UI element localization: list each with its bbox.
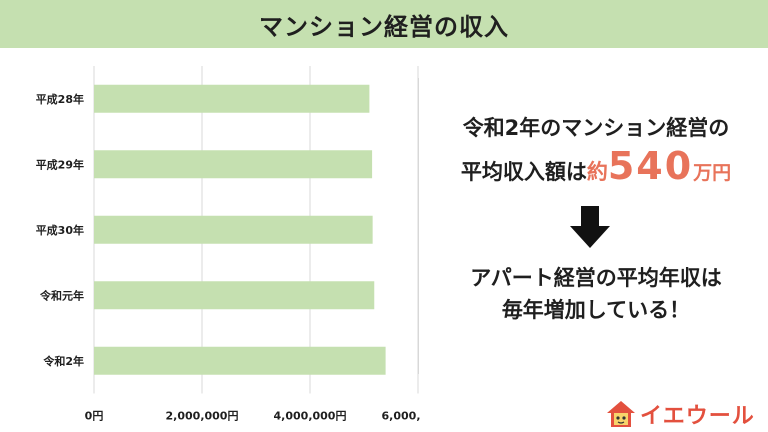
x-tick-label: 0円 <box>85 410 104 423</box>
logo-text: イエウール <box>640 404 755 429</box>
category-label: 平成30年 <box>36 223 84 237</box>
bar <box>94 281 375 310</box>
house-icon <box>607 401 635 427</box>
down-arrow-icon <box>570 206 610 248</box>
bar <box>94 150 373 179</box>
brand-logo: イエウール <box>606 398 755 430</box>
x-tick-label: 6,000,000円 <box>382 410 420 423</box>
category-label: 令和2年 <box>42 354 84 368</box>
callout-prefix: 平均収入額は <box>460 160 587 184</box>
callout-value: 540 <box>607 144 694 188</box>
page-title: マンション経営の収入 <box>259 12 509 41</box>
callout-line-2: 平均収入額は約540万円 <box>424 144 768 188</box>
category-label: 平成29年 <box>36 157 84 171</box>
x-tick-label: 2,000,000円 <box>166 410 239 423</box>
callout-line-1: 令和2年のマンション経営の <box>462 116 730 140</box>
callout-line-4: 毎年増加している！ <box>501 298 691 322</box>
category-label: 平成28年 <box>36 92 84 106</box>
callout-line-3: アパート経営の平均年収は <box>470 266 722 290</box>
callout-unit: 万円 <box>693 162 732 184</box>
title-banner: マンション経営の収入 <box>0 0 768 48</box>
bar-chart: 0円 2,000,000円 4,000,000円 6,000,000円 平成28年平成2… <box>36 66 420 423</box>
category-label: 令和元年 <box>39 288 84 302</box>
bar <box>94 215 373 244</box>
x-tick-label: 4,000,000円 <box>274 410 347 423</box>
bar <box>94 346 386 375</box>
callout-approx: 約 <box>586 160 608 184</box>
divider <box>418 78 419 374</box>
bar <box>94 84 370 113</box>
